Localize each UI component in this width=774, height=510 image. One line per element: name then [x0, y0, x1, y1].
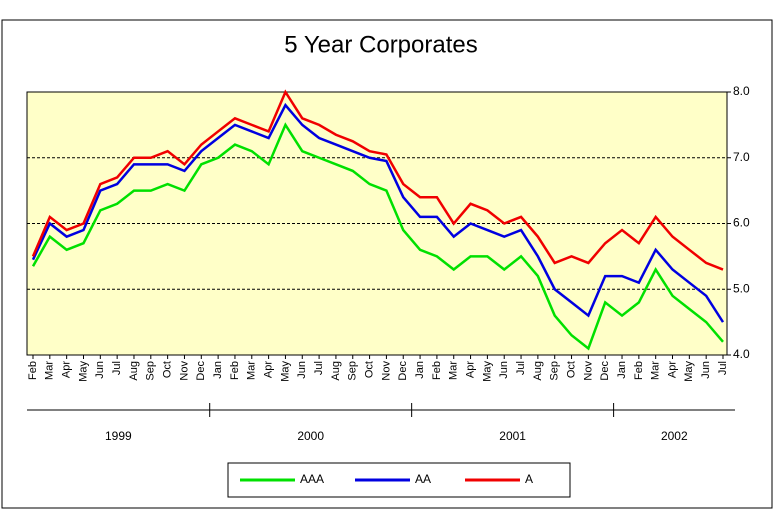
x-tick-label: Apr	[666, 361, 678, 378]
x-tick-label: Nov	[582, 361, 594, 381]
chart-title: 5 Year Corporates	[284, 31, 477, 58]
x-tick-label: Oct	[363, 361, 375, 378]
y-tick-label: 6.0	[733, 216, 750, 230]
x-tick-label: Jan	[616, 361, 628, 379]
x-tick-label: Jul	[313, 361, 325, 375]
year-label: 2000	[297, 429, 324, 443]
legend-label: AAA	[300, 472, 324, 486]
year-label: 2002	[661, 429, 688, 443]
x-tick-label: Mar	[650, 361, 662, 380]
series-line	[31, 89, 724, 271]
x-tick-label: Apr	[263, 361, 275, 378]
year-label: 1999	[105, 429, 132, 443]
x-tick-label: Jul	[111, 361, 123, 375]
x-tick-label: Mar	[246, 361, 258, 380]
x-tick-label: Aug	[330, 361, 342, 381]
x-tick-label: Feb	[27, 361, 39, 380]
y-tick-label: 4.0	[733, 347, 750, 361]
x-tick-label: May	[683, 361, 695, 382]
legend-label: AA	[415, 472, 431, 486]
x-tick-label: Jun	[700, 361, 712, 379]
series-line	[31, 102, 725, 323]
year-label: 2001	[499, 429, 526, 443]
x-tick-label: Apr	[464, 361, 476, 378]
x-tick-label: Aug	[532, 361, 544, 381]
x-tick-label: Apr	[61, 361, 73, 378]
x-tick-label: Jul	[717, 361, 729, 375]
x-tick-label: Dec	[195, 361, 207, 381]
x-tick-label: Nov	[178, 361, 190, 381]
x-tick-label: Feb	[229, 361, 241, 380]
y-tick-label: 7.0	[733, 150, 750, 164]
x-tick-label: Nov	[380, 361, 392, 381]
x-tick-label: Oct	[162, 361, 174, 378]
x-tick-label: Sep	[145, 361, 157, 381]
x-tick-label: Jul	[515, 361, 527, 375]
x-tick-label: May	[279, 361, 291, 382]
x-tick-label: Sep	[549, 361, 561, 381]
x-tick-label: Dec	[397, 361, 409, 381]
x-tick-label: Sep	[347, 361, 359, 381]
legend: AAA AA A	[227, 462, 571, 498]
x-tick-label: May	[77, 361, 89, 382]
x-tick-label: Feb	[633, 361, 645, 380]
x-tick-label: Jun	[94, 361, 106, 379]
legend-label: A	[525, 472, 533, 486]
x-tick-label: May	[481, 361, 493, 382]
x-tick-label: Dec	[599, 361, 611, 381]
x-tick-label: Jan	[414, 361, 426, 379]
x-tick-label: Jun	[296, 361, 308, 379]
series-line	[31, 122, 724, 351]
x-tick-label: Mar	[44, 361, 56, 380]
x-tick-label: Feb	[431, 361, 443, 380]
x-tick-label: Jun	[498, 361, 510, 379]
x-tick-label: Oct	[565, 361, 577, 378]
x-tick-label: Jan	[212, 361, 224, 379]
y-tick-label: 8.0	[733, 84, 750, 98]
x-tick-label: Mar	[448, 361, 460, 380]
y-tick-label: 5.0	[733, 281, 750, 295]
x-tick-label: Aug	[128, 361, 140, 381]
